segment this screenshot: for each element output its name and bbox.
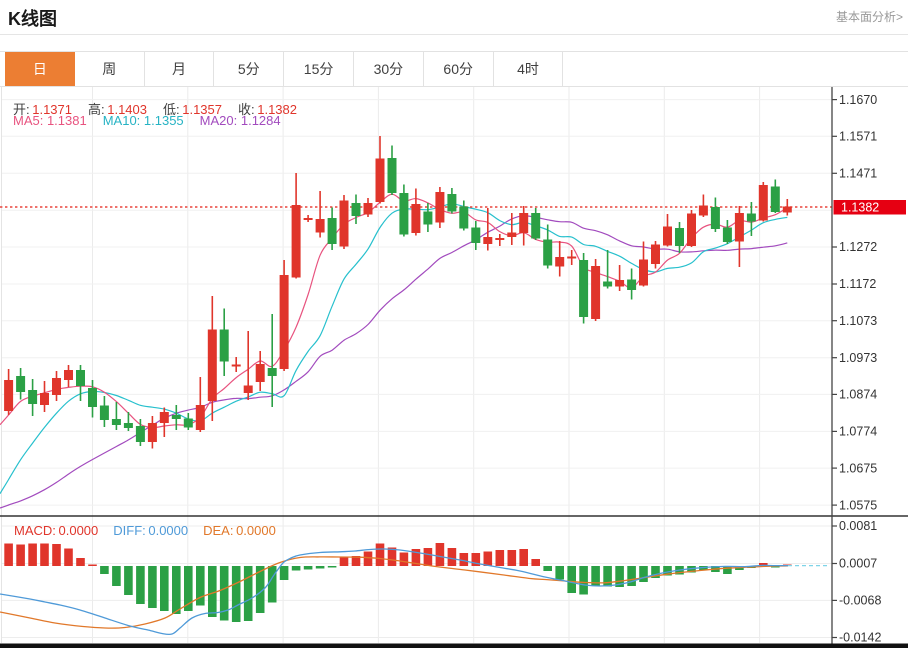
svg-text:1.1272: 1.1272 [839,240,877,254]
svg-text:1.0774: 1.0774 [839,425,877,439]
svg-text:0.0007: 0.0007 [839,557,877,571]
svg-text:1.0575: 1.0575 [839,498,877,512]
svg-text:0.0081: 0.0081 [839,519,877,533]
svg-text:-0.0142: -0.0142 [839,631,881,645]
svg-text:1.1571: 1.1571 [839,130,877,144]
svg-text:1.0874: 1.0874 [839,388,877,402]
svg-text:1.1172: 1.1172 [839,277,876,291]
svg-text:1.1382: 1.1382 [841,201,879,215]
svg-text:1.1670: 1.1670 [839,93,877,107]
svg-text:1.1471: 1.1471 [839,167,877,181]
svg-text:1.0973: 1.0973 [839,351,877,365]
svg-text:1.0675: 1.0675 [839,461,877,475]
svg-text:1.1073: 1.1073 [839,314,877,328]
svg-text:-0.0068: -0.0068 [839,594,881,608]
